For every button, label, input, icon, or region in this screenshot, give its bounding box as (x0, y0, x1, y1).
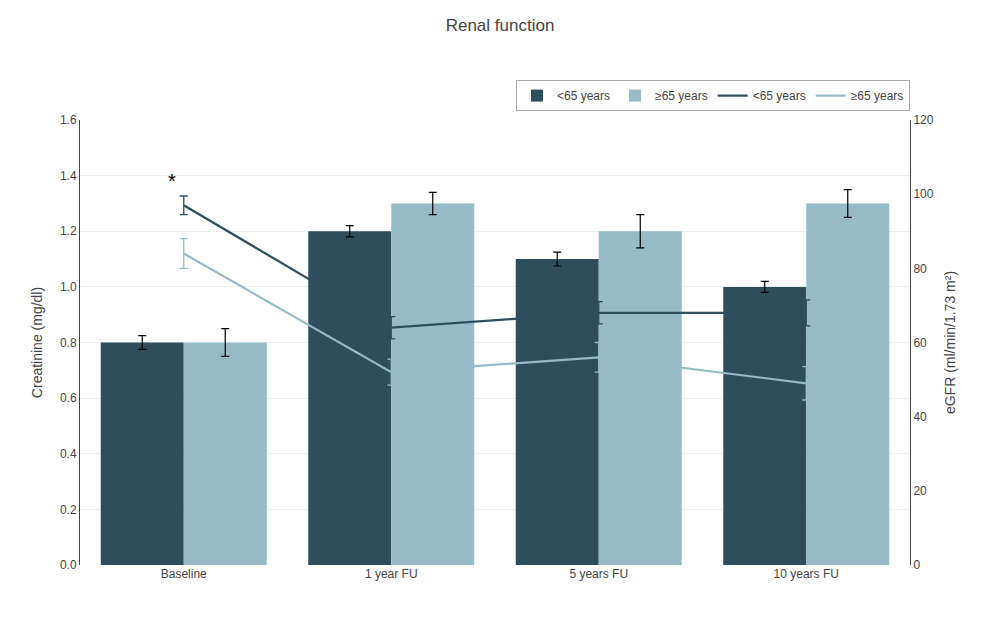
svg-text:0.0: 0.0 (60, 558, 77, 572)
svg-text:≥65 years: ≥65 years (851, 89, 904, 103)
svg-text:1.4: 1.4 (60, 169, 77, 183)
svg-text:Renal function: Renal function (446, 16, 555, 35)
svg-text:60: 60 (913, 336, 927, 350)
svg-text:0.8: 0.8 (60, 336, 77, 350)
svg-text:1 year FU: 1 year FU (365, 567, 418, 581)
svg-text:<65 years: <65 years (753, 89, 806, 103)
svg-text:1.6: 1.6 (60, 113, 77, 127)
svg-text:0.4: 0.4 (60, 447, 77, 461)
svg-text:40: 40 (913, 410, 927, 424)
svg-text:Creatinine (mg/dl): Creatinine (mg/dl) (29, 287, 45, 398)
svg-text:0.2: 0.2 (60, 503, 77, 517)
svg-text:80: 80 (913, 262, 927, 276)
svg-text:eGFR (ml/min/1.73 m²): eGFR (ml/min/1.73 m²) (942, 271, 958, 414)
svg-text:10 years FU: 10 years FU (774, 567, 839, 581)
svg-text:5 years FU: 5 years FU (569, 567, 628, 581)
svg-text:100: 100 (913, 187, 933, 201)
svg-text:<65 years: <65 years (557, 89, 610, 103)
svg-text:120: 120 (913, 113, 933, 127)
svg-text:≥65 years: ≥65 years (655, 89, 708, 103)
svg-text:20: 20 (913, 484, 927, 498)
svg-text:1.0: 1.0 (60, 280, 77, 294)
svg-text:*: * (168, 170, 176, 192)
svg-text:Baseline: Baseline (161, 567, 207, 581)
svg-text:0.6: 0.6 (60, 391, 77, 405)
svg-text:1.2: 1.2 (60, 224, 77, 238)
svg-text:0: 0 (913, 558, 920, 572)
